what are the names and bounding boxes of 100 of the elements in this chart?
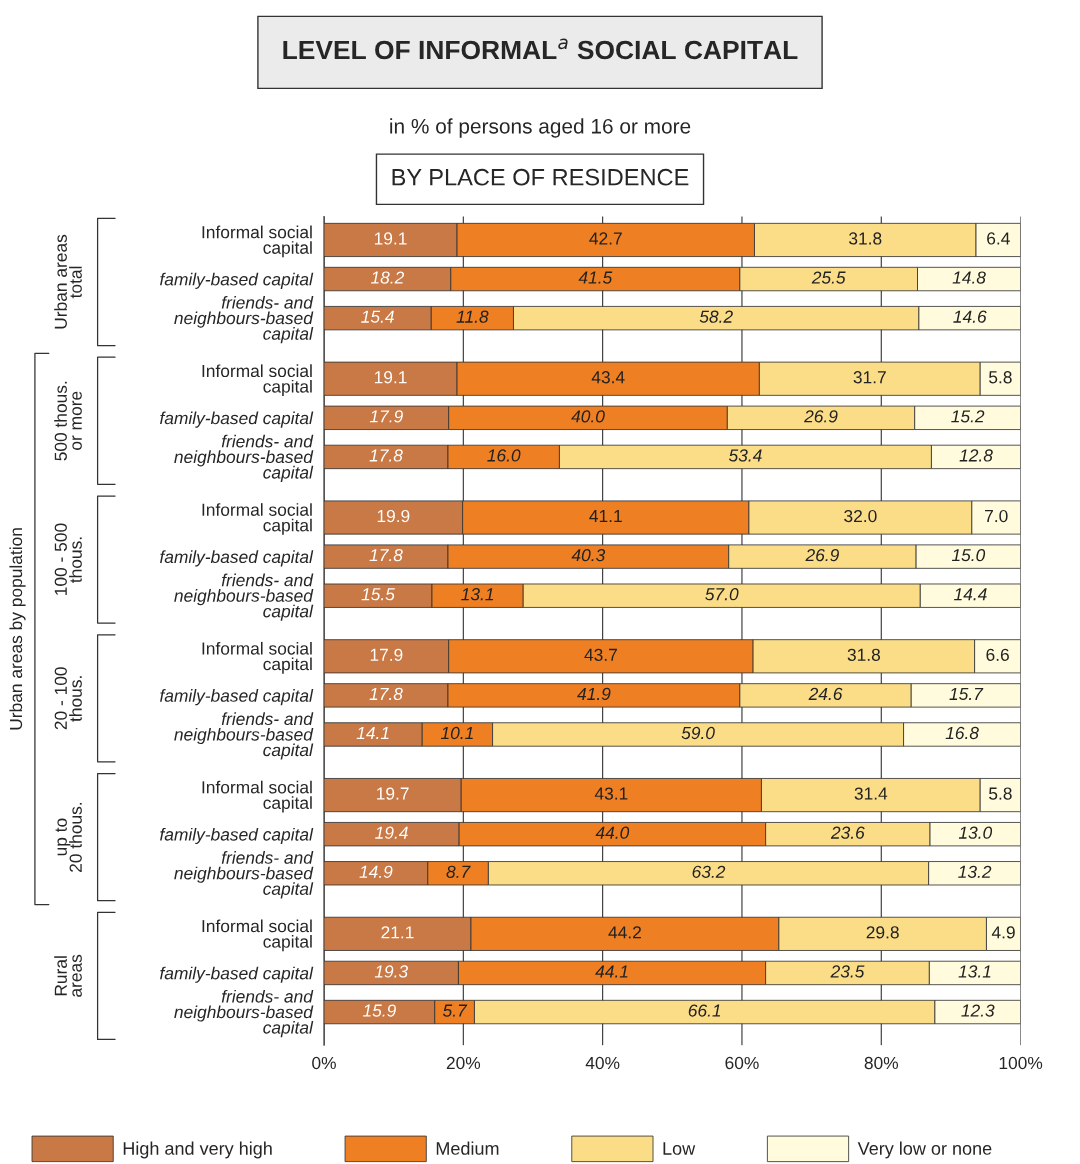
- data-label: 57.0: [705, 588, 739, 601]
- data-label: 6.4: [987, 232, 1010, 245]
- y-tick-label: family-based capital: [160, 827, 314, 845]
- data-label: 8.7: [446, 865, 471, 878]
- data-label: 13.0: [958, 826, 993, 839]
- data-label: 19.4: [375, 826, 408, 839]
- data-label: 16.8: [945, 726, 979, 740]
- data-label: 31.4: [854, 787, 888, 800]
- data-label: 13.1: [461, 588, 494, 601]
- y-tick-label: friends- and neighbours-based capital: [174, 295, 314, 344]
- text: 100 - 500 thous.: [54, 523, 82, 595]
- y-tick-label: Informal social capital: [202, 225, 312, 258]
- data-label: 63.2: [692, 865, 726, 878]
- data-label: 44.0: [595, 826, 630, 839]
- data-label: 59.0: [681, 726, 715, 740]
- data-label: 43.4: [591, 371, 625, 384]
- data-label: 53.4: [728, 449, 762, 462]
- data-label: 15.2: [951, 410, 985, 423]
- data-label: 41.5: [578, 271, 613, 284]
- data-label: 24.6: [808, 687, 843, 701]
- data-label: 43.7: [584, 648, 617, 661]
- data-label: 40.3: [571, 548, 606, 562]
- x-tick-label: 20%: [446, 1056, 481, 1070]
- data-label: 41.1: [589, 510, 622, 523]
- data-label: 25.5: [811, 271, 846, 284]
- data-label: 44.2: [608, 926, 641, 939]
- legend-label: Very low or none: [857, 1141, 992, 1159]
- data-label: 17.8: [369, 548, 403, 562]
- data-label: 14.1: [356, 727, 389, 739]
- y-tick-label: Informal social capital: [202, 364, 312, 397]
- chart-subtitle: in % of persons aged 16 or more: [390, 118, 691, 138]
- data-label: 26.9: [804, 410, 838, 423]
- x-tick-label: 40%: [585, 1056, 620, 1070]
- data-label: 23.6: [830, 826, 865, 839]
- data-label: 21.1: [381, 926, 414, 939]
- data-label: 23.5: [830, 965, 865, 978]
- x-tick-label: 60%: [725, 1056, 759, 1070]
- data-label: 15.7: [949, 687, 984, 701]
- data-label: 15.4: [361, 310, 394, 323]
- data-label: 19.9: [377, 509, 410, 523]
- legend-label: High and very high: [123, 1141, 272, 1159]
- data-label: 17.8: [369, 449, 403, 462]
- y-tick-label: family-based capital: [160, 966, 314, 983]
- data-label: 43.1: [594, 787, 628, 800]
- text: 20 - 100 thous.: [54, 667, 82, 730]
- data-label: 6.6: [986, 648, 1009, 661]
- y-tick-label: Informal social capital: [202, 780, 312, 813]
- x-tick-label: 100%: [999, 1056, 1043, 1070]
- y-tick-label: Informal social capital: [202, 641, 312, 674]
- data-label: 40.0: [571, 410, 605, 423]
- data-label: 66.1: [688, 1004, 721, 1017]
- data-label: 31.8: [847, 648, 881, 661]
- chart-title: LEVEL OF INFORMAL$^{a}$ SOCIAL CAPITAL: [283, 38, 798, 60]
- x-tick-label: 0%: [312, 1056, 336, 1070]
- text: Urban areas by population: [9, 528, 26, 730]
- y-tick-label: friends- and neighbours-based capital: [174, 712, 314, 760]
- data-label: 19.3: [374, 965, 408, 978]
- data-label: 42.7: [589, 232, 622, 245]
- data-label: 32.0: [844, 509, 877, 523]
- data-label: 31.8: [849, 232, 882, 245]
- data-label: 17.9: [369, 410, 403, 423]
- data-label: 11.8: [456, 310, 489, 323]
- text: 500 thous. or more: [54, 381, 82, 461]
- data-label: 5.8: [989, 787, 1012, 800]
- text: BY PLACE OF RESIDENCE: [392, 168, 689, 186]
- text: up to 20 thous.: [55, 802, 82, 872]
- data-label: 12.3: [961, 1004, 995, 1017]
- data-label: 14.9: [359, 865, 393, 878]
- data-label: 14.8: [952, 271, 986, 284]
- text: Urban areas total: [54, 234, 82, 329]
- data-label: 15.9: [362, 1004, 396, 1017]
- text: Rural areas: [54, 954, 82, 997]
- y-tick-label: family-based capital: [160, 411, 314, 428]
- data-label: 16.0: [487, 449, 521, 462]
- data-label: 29.8: [866, 926, 899, 939]
- data-label: 10.1: [440, 726, 473, 740]
- data-label: 44.1: [595, 965, 628, 978]
- x-tick-label: 80%: [864, 1056, 899, 1070]
- data-label: 58.2: [699, 310, 733, 323]
- data-label: 19.1: [374, 232, 407, 245]
- data-label: 18.2: [370, 271, 405, 284]
- data-label: 19.7: [377, 787, 409, 800]
- data-label: 14.4: [954, 588, 987, 601]
- legend-label: Low: [663, 1142, 696, 1155]
- legend-label: Medium: [436, 1141, 499, 1155]
- y-tick-label: family-based capital: [160, 689, 314, 706]
- data-label: 17.8: [369, 687, 403, 701]
- y-tick-label: family-based capital: [160, 550, 314, 567]
- data-label: 15.0: [951, 548, 986, 562]
- y-tick-label: friends- and neighbours-based capital: [174, 434, 314, 483]
- y-tick-label: family-based capital: [160, 272, 314, 289]
- data-label: 17.9: [370, 648, 403, 661]
- data-label: 13.2: [958, 865, 992, 878]
- data-label: 41.9: [577, 687, 611, 701]
- y-tick-label: friends- and neighbours-based capital: [174, 851, 314, 899]
- data-label: 5.8: [989, 371, 1012, 384]
- data-label: 5.7: [442, 1004, 468, 1017]
- data-label: 4.9: [991, 926, 1015, 939]
- data-label: 31.7: [853, 371, 886, 384]
- data-label: 15.5: [361, 588, 395, 601]
